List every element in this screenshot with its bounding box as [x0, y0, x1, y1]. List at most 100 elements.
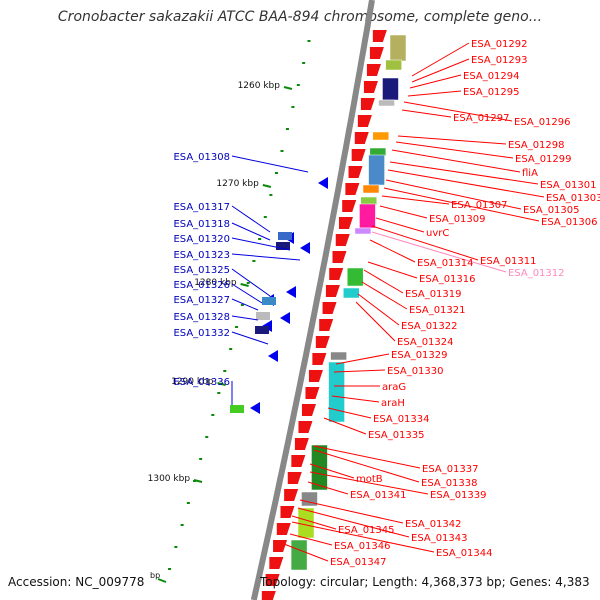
cds-forward-arrow	[325, 285, 340, 297]
gene-label-forward: fliA	[522, 168, 538, 179]
cds-reverse-arrow	[300, 242, 310, 254]
ring-dot	[205, 436, 209, 438]
feature-block	[343, 287, 360, 299]
leader-line	[313, 449, 420, 483]
ring-dot	[186, 502, 190, 504]
gene-label-forward: ESA_01345	[338, 525, 395, 536]
leader-line	[401, 109, 452, 118]
gene-labels: ESA_01308 ESA_01317 ESA_01318 ESA_01320 ESA_…	[173, 39, 600, 568]
leader-line	[385, 179, 522, 210]
leader-line	[383, 187, 540, 222]
leader-line	[299, 499, 404, 524]
leader-line	[231, 253, 301, 261]
gene-label-forward: ESA_01307	[451, 200, 508, 211]
gene-label-forward: ESA_01299	[515, 154, 572, 165]
ring-dot	[235, 326, 239, 328]
feature-block	[372, 131, 390, 141]
accession-text: Accession: NC_009778	[8, 575, 145, 589]
cds-forward-arrow	[276, 523, 291, 535]
gene-label-reverse: ESA_01323	[173, 250, 230, 261]
leader-line	[231, 298, 259, 311]
cds-reverse-arrow	[286, 286, 296, 298]
gene-label-forward: ESA_01329	[391, 350, 448, 361]
feature-block	[297, 507, 315, 539]
gene-label-forward: ESA_01338	[421, 478, 478, 489]
gene-label-forward: ESA_01344	[436, 548, 493, 559]
leader-line	[363, 269, 404, 294]
leader-line	[403, 101, 513, 122]
map-title: Cronobacter sakazakii ATCC BAA-894 chrom…	[57, 9, 543, 25]
cds-forward-arrow	[360, 98, 375, 110]
leader-line	[357, 293, 400, 326]
leader-line	[375, 217, 425, 233]
gene-label-forward: motB	[356, 474, 383, 485]
leader-line	[231, 205, 271, 233]
leader-line	[283, 543, 329, 562]
gene-label-forward: ESA_01343	[411, 533, 468, 544]
ring-dot	[274, 172, 278, 174]
leader-line	[389, 161, 539, 185]
leader-line	[333, 369, 386, 373]
scale-tick-label: 1290 kbp	[171, 377, 214, 387]
gene-label-forward: ESA_01316	[419, 274, 476, 285]
gene-label-forward: araH	[381, 398, 405, 409]
feature-ring	[168, 30, 407, 600]
cds-forward-arrow	[294, 438, 309, 450]
cds-forward-arrow	[329, 268, 344, 280]
scale-tick-mark	[193, 479, 203, 483]
cds-forward-arrow	[366, 64, 381, 76]
gene-label-forward: ESA_01339	[430, 490, 487, 501]
gene-label-forward: ESA_01303	[546, 193, 600, 204]
cds-forward-arrow	[273, 540, 288, 552]
cds-forward-arrow	[265, 574, 280, 586]
gene-label-forward: ESA_01301	[540, 180, 597, 191]
feature-block	[389, 34, 407, 62]
gene-label-highlight: ESA_01312	[508, 268, 565, 279]
scale-tick-mark	[240, 283, 249, 287]
leader-line	[407, 90, 462, 97]
reverse-feature-block	[278, 232, 292, 240]
leader-line	[291, 521, 435, 553]
gene-label-forward: ESA_01319	[405, 289, 462, 300]
leader-line	[335, 353, 390, 365]
feature-block	[290, 539, 308, 571]
leader-line	[231, 283, 263, 304]
leader-line	[231, 155, 309, 173]
leader-line	[309, 463, 355, 479]
cds-forward-arrow	[369, 47, 384, 59]
leader-line	[367, 261, 418, 279]
scale-tick-label: 1260 kbp	[238, 81, 281, 91]
leader-line	[231, 222, 271, 241]
scale-tick-label: 1280 kbp	[194, 278, 237, 288]
reverse-feature-block	[255, 326, 269, 334]
leader-line	[391, 149, 521, 173]
gene-label-forward: ESA_01292	[471, 39, 528, 50]
gene-label-forward: ESA_01298	[508, 140, 565, 151]
cds-forward-arrow	[319, 319, 334, 331]
gene-label-forward: ESA_01293	[471, 55, 528, 66]
ring-dot	[223, 370, 227, 372]
feature-block	[346, 267, 364, 287]
leader-line	[361, 281, 408, 310]
scale-tick-label: 1270 kbp	[216, 179, 259, 189]
gene-label-forward: ESA_01334	[373, 414, 430, 425]
leader-line	[231, 315, 259, 321]
reverse-feature-block	[276, 242, 290, 250]
gene-label-reverse: ESA_01318	[173, 219, 230, 230]
gene-label-forward: uvrC	[426, 228, 449, 239]
cds-forward-arrow	[287, 472, 302, 484]
ring-dot	[285, 128, 289, 130]
leader-line	[309, 471, 429, 495]
cds-forward-arrow	[298, 421, 313, 433]
scale-tick-mark	[217, 382, 226, 386]
leader-line	[291, 515, 337, 530]
gene-label-reverse: ESA_01308	[173, 152, 230, 163]
leader-line	[369, 239, 416, 263]
gene-label-forward: ESA_01305	[523, 205, 580, 216]
feature-block	[330, 351, 347, 361]
feature-block	[385, 59, 402, 71]
cds-forward-arrow	[338, 217, 353, 229]
gene-label-forward: ESA_01330	[387, 366, 444, 377]
feature-block	[359, 203, 376, 229]
leader-line	[307, 481, 349, 495]
